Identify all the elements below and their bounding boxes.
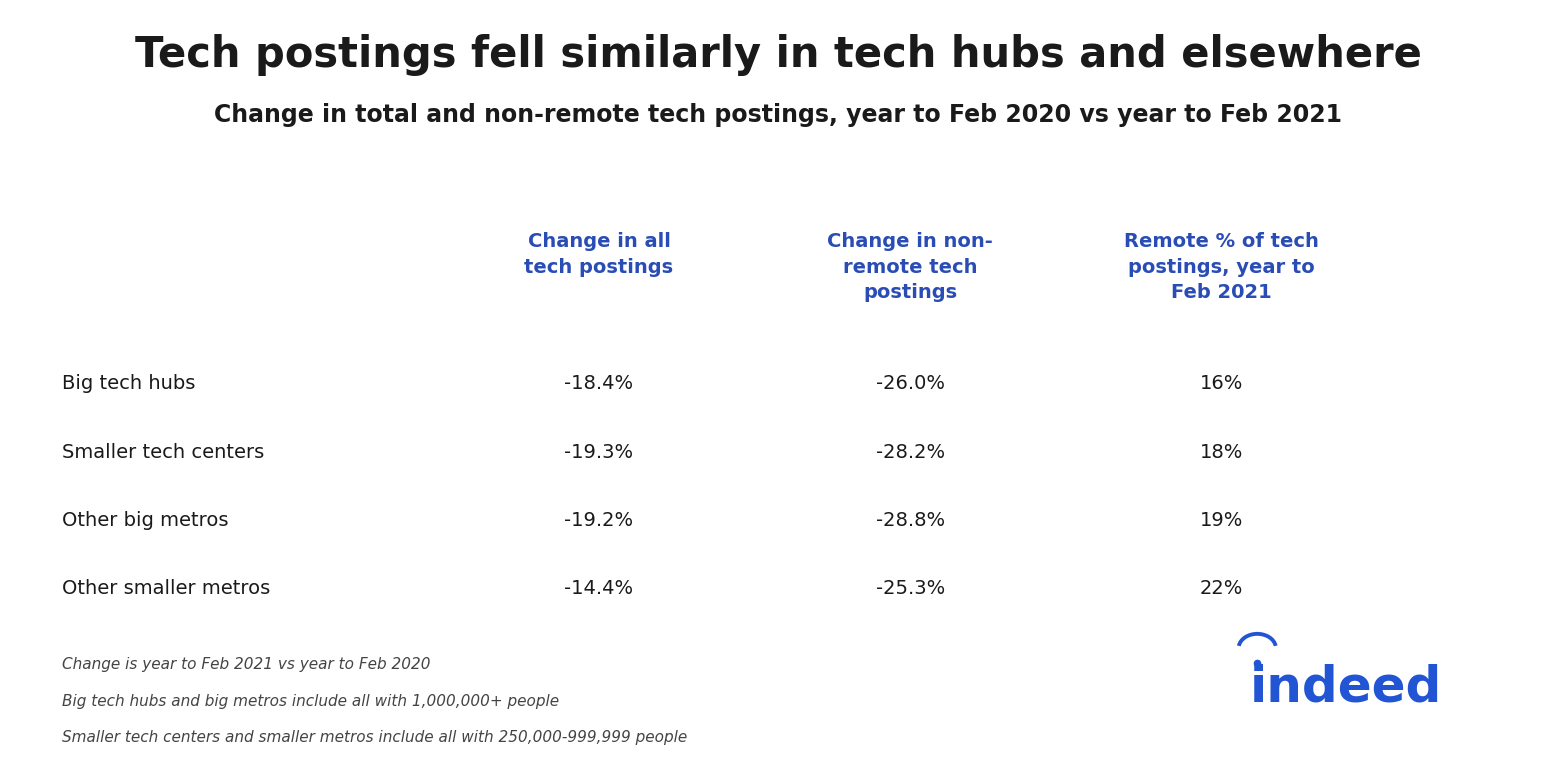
Text: -28.8%: -28.8%: [876, 511, 944, 530]
Text: Other smaller metros: Other smaller metros: [62, 579, 271, 599]
Text: -19.2%: -19.2%: [565, 511, 633, 530]
Text: Change in total and non-remote tech postings, year to Feb 2020 vs year to Feb 20: Change in total and non-remote tech post…: [215, 103, 1341, 127]
Text: indeed: indeed: [1249, 663, 1442, 712]
Text: -18.4%: -18.4%: [565, 375, 633, 394]
Text: Big tech hubs and big metros include all with 1,000,000+ people: Big tech hubs and big metros include all…: [62, 694, 559, 709]
Text: Change in non-
remote tech
postings: Change in non- remote tech postings: [828, 232, 993, 302]
Text: -14.4%: -14.4%: [565, 579, 633, 599]
Text: -26.0%: -26.0%: [876, 375, 944, 394]
Text: Change is year to Feb 2021 vs year to Feb 2020: Change is year to Feb 2021 vs year to Fe…: [62, 657, 431, 673]
Text: 19%: 19%: [1200, 511, 1243, 530]
Text: -19.3%: -19.3%: [565, 442, 633, 461]
Text: 16%: 16%: [1200, 375, 1243, 394]
Text: Change in all
tech postings: Change in all tech postings: [524, 232, 674, 277]
Text: Smaller tech centers: Smaller tech centers: [62, 442, 265, 461]
Text: Other big metros: Other big metros: [62, 511, 229, 530]
Text: Tech postings fell similarly in tech hubs and elsewhere: Tech postings fell similarly in tech hub…: [134, 34, 1422, 76]
Text: -25.3%: -25.3%: [876, 579, 944, 599]
Text: Smaller tech centers and smaller metros include all with 250,000-999,999 people: Smaller tech centers and smaller metros …: [62, 730, 688, 746]
Text: Remote % of tech
postings, year to
Feb 2021: Remote % of tech postings, year to Feb 2…: [1123, 232, 1319, 302]
Text: Big tech hubs: Big tech hubs: [62, 375, 196, 394]
Text: -28.2%: -28.2%: [876, 442, 944, 461]
Text: 22%: 22%: [1200, 579, 1243, 599]
Text: 18%: 18%: [1200, 442, 1243, 461]
